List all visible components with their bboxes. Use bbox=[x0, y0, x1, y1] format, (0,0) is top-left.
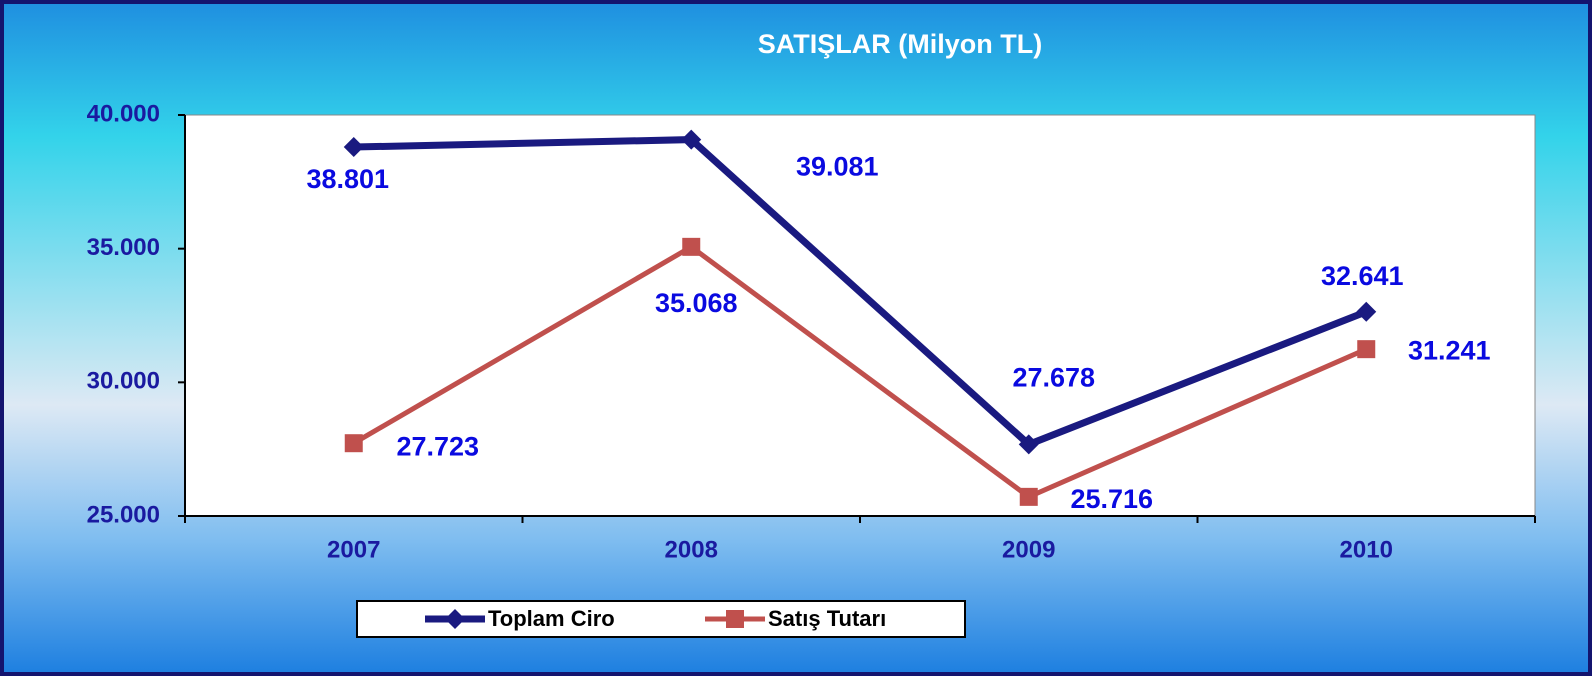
data-point bbox=[344, 434, 363, 453]
data-point bbox=[1356, 301, 1377, 322]
data-label: 31.241 bbox=[1408, 335, 1491, 365]
chart-title: SATIŞLAR (Milyon TL) bbox=[758, 29, 1042, 59]
data-point bbox=[1018, 434, 1039, 455]
data-label: 32.641 bbox=[1321, 261, 1404, 291]
data-label: 38.801 bbox=[306, 164, 389, 194]
legend-label: Satış Tutarı bbox=[768, 606, 886, 631]
data-point bbox=[681, 129, 702, 150]
plot-area bbox=[184, 114, 1536, 517]
data-point bbox=[682, 237, 701, 256]
data-label: 27.723 bbox=[396, 431, 479, 461]
y-tick-label: 25.000 bbox=[87, 501, 160, 528]
x-tick-label: 2007 bbox=[327, 536, 380, 563]
data-label: 25.716 bbox=[1070, 484, 1153, 514]
data-point bbox=[343, 137, 364, 158]
data-point bbox=[1019, 487, 1038, 506]
y-tick-label: 35.000 bbox=[87, 234, 160, 261]
series-line bbox=[352, 243, 1368, 500]
legend-marker bbox=[445, 609, 465, 629]
x-tick-label: 2009 bbox=[1002, 536, 1055, 563]
data-point bbox=[1357, 340, 1376, 359]
data-label: 39.081 bbox=[796, 152, 879, 182]
series-line bbox=[353, 136, 1368, 449]
legend-label: Toplam Ciro bbox=[488, 606, 615, 631]
y-tick-label: 40.000 bbox=[87, 100, 160, 127]
data-label: 27.678 bbox=[1012, 363, 1095, 393]
x-tick-label: 2010 bbox=[1340, 536, 1393, 563]
x-tick-label: 2008 bbox=[665, 536, 718, 563]
y-tick-label: 30.000 bbox=[87, 368, 160, 395]
data-label: 35.068 bbox=[655, 288, 738, 318]
legend-marker bbox=[726, 610, 744, 628]
